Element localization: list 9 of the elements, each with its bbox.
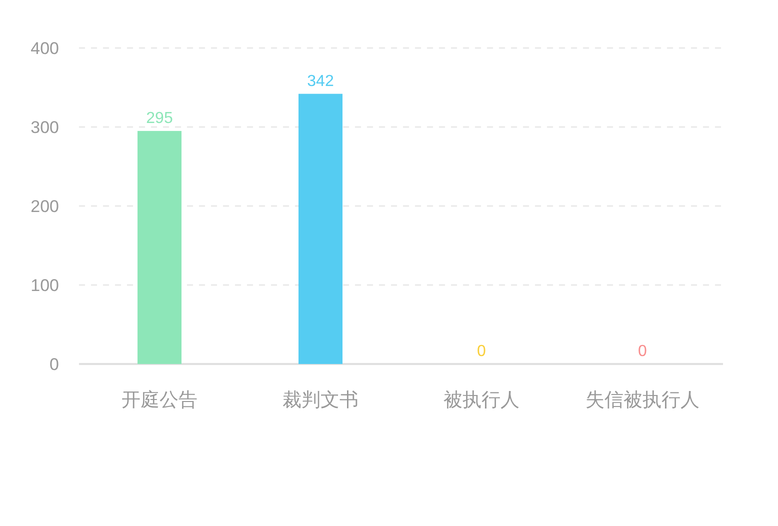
y-tick-label: 200 <box>30 197 59 216</box>
x-tick-label: 失信被执行人 <box>586 390 700 411</box>
y-tick-label: 100 <box>30 276 59 295</box>
x-tick-label: 裁判文书 <box>282 390 358 411</box>
y-tick-label: 400 <box>30 39 59 58</box>
x-tick-label: 被执行人 <box>444 390 520 411</box>
y-tick-label: 300 <box>30 118 59 137</box>
x-tick-label: 开庭公告 <box>122 389 198 411</box>
y-tick-label: 0 <box>50 355 59 374</box>
